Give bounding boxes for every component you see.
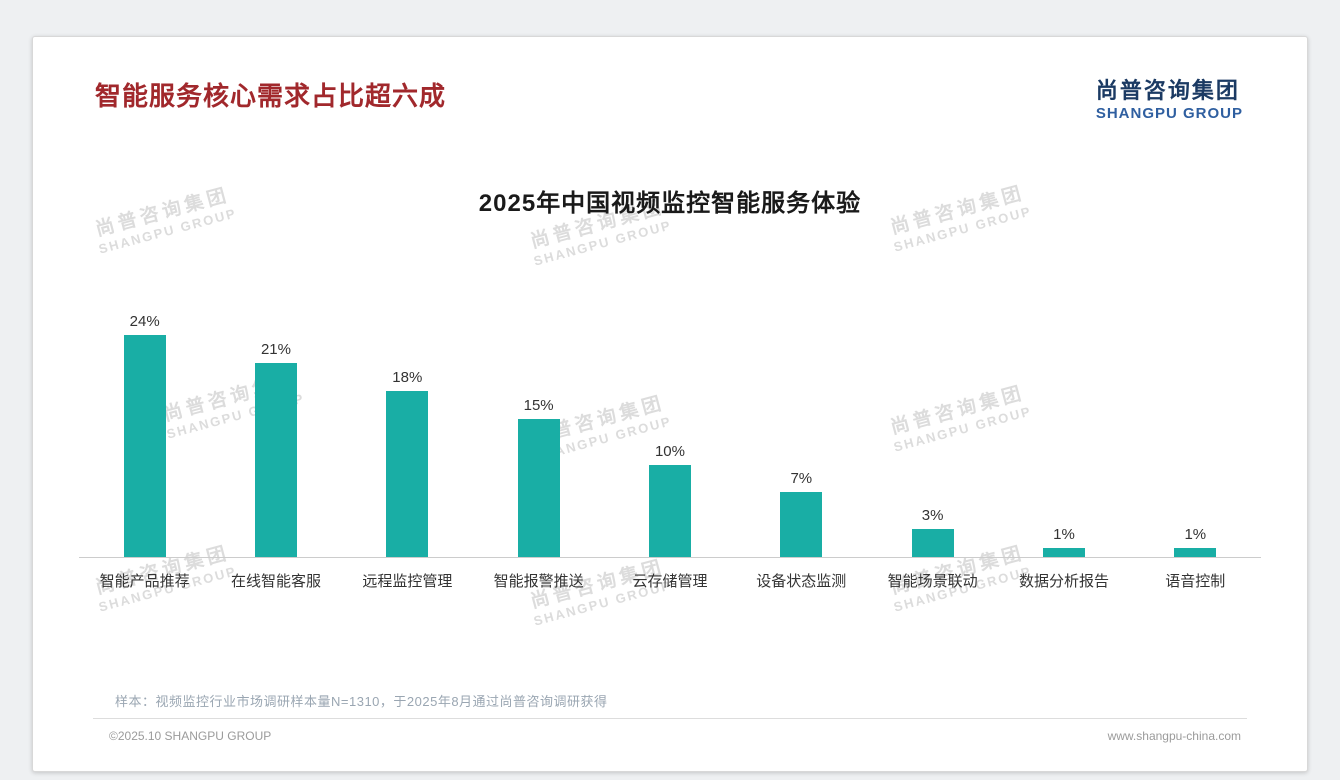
- bar: [1174, 548, 1217, 558]
- logo-text-cn: 尚普咨询集团: [1095, 78, 1240, 103]
- bar-column: 7%: [736, 306, 867, 558]
- chart-plot-area: 24% 21% 18% 15% 10% 7% 3% 1% 1%: [79, 306, 1261, 559]
- bar-column: 24%: [79, 306, 210, 558]
- chart-title: 2025年中国视频监控智能服务体验: [478, 190, 862, 218]
- category-label: 数据分析报告: [1018, 573, 1109, 591]
- sample-note: 样本：视频监控行业市场调研样本量N=1310，于2025年8月通过尚普咨询调研获…: [115, 694, 608, 710]
- website-url: www.shangpu-china.com: [1107, 729, 1241, 744]
- bar-value-label: 7%: [790, 470, 813, 488]
- bar: [648, 465, 691, 558]
- company-logo: 尚普咨询集团 SHANGPU GROUP: [1096, 77, 1243, 123]
- bar: [780, 492, 823, 558]
- bar-chart: 24% 21% 18% 15% 10% 7% 3% 1% 1% 智能产品推荐 在线智能客服 远程监控…: [79, 306, 1261, 591]
- footer-divider: [93, 718, 1247, 720]
- chart-category-axis: 智能产品推荐 在线智能客服 远程监控管理 智能报警推送 云存储管理 设备状态监测 智能场景联…: [79, 558, 1261, 591]
- category-label: 设备状态监测: [756, 573, 847, 591]
- logo-text-en: SHANGPU GROUP: [1095, 104, 1243, 122]
- bar: [517, 419, 560, 558]
- category-label: 云存储管理: [632, 573, 708, 591]
- copyright-text: ©2025.10 SHANGPU GROUP: [109, 729, 272, 744]
- bar: [123, 335, 166, 558]
- bar-value-label: 18%: [392, 369, 423, 387]
- bar-column: 3%: [867, 306, 998, 558]
- header: 智能服务核心需求占比超六成 尚普咨询集团 SHANGPU GROUP: [33, 37, 1307, 123]
- category-label: 远程监控管理: [362, 573, 453, 591]
- bar-value-label: 3%: [921, 507, 944, 525]
- bar-column: 10%: [604, 306, 735, 558]
- bar-value-label: 15%: [523, 397, 554, 415]
- bar-value-label: 1%: [1053, 526, 1075, 544]
- bar-column: 1%: [1130, 306, 1261, 558]
- category-label: 语音控制: [1165, 573, 1226, 591]
- bar-column: 21%: [210, 306, 341, 558]
- bar: [911, 529, 954, 558]
- category-label: 智能场景联动: [887, 573, 978, 591]
- slide: 尚普咨询集团 SHANGPU GROUP 尚普咨询集团 SHANGPU GROU…: [32, 36, 1308, 772]
- bar-value-label: 10%: [654, 443, 685, 461]
- bar-column: 15%: [473, 306, 604, 558]
- bar: [1042, 548, 1085, 558]
- category-label: 在线智能客服: [230, 573, 321, 591]
- bar-value-label: 24%: [129, 313, 160, 331]
- bar-column: 18%: [342, 306, 473, 558]
- bar: [386, 391, 429, 558]
- bar-column: 1%: [998, 306, 1129, 558]
- category-label: 智能报警推送: [493, 573, 584, 591]
- bar-value-label: 1%: [1184, 526, 1207, 544]
- page-title: 智能服务核心需求占比超六成: [95, 81, 447, 111]
- bar-value-label: 21%: [260, 341, 291, 359]
- bar: [254, 363, 297, 558]
- footer: ©2025.10 SHANGPU GROUP www.shangpu-china…: [33, 719, 1307, 743]
- category-label: 智能产品推荐: [99, 573, 190, 591]
